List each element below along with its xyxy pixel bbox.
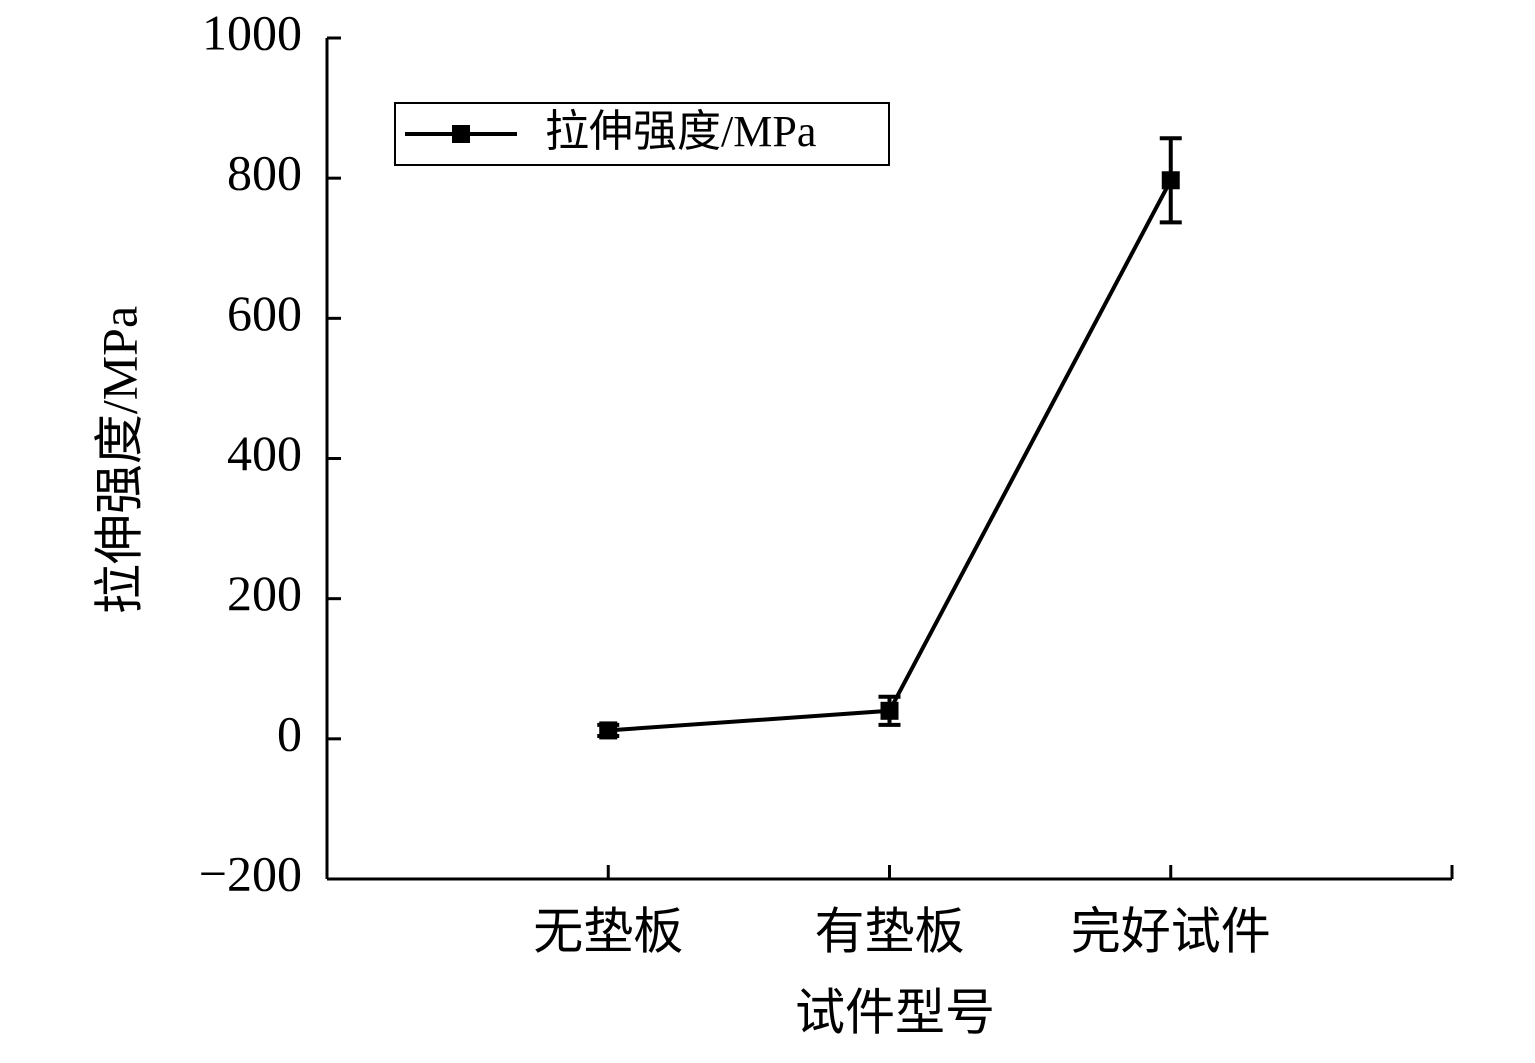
x-tick-label: 完好试件 — [1071, 903, 1271, 959]
marker — [1161, 171, 1180, 190]
legend-label: 拉伸强度/MPa — [545, 107, 816, 156]
x-axis-label: 试件型号 — [795, 984, 995, 1040]
y-tick-label: 200 — [227, 565, 302, 621]
y-tick-label: 600 — [227, 285, 302, 341]
y-axis-label: 拉伸强度/MPa — [91, 306, 147, 614]
y-tick-label: 800 — [227, 145, 302, 201]
y-tick-label: 400 — [227, 425, 302, 481]
x-tick-label: 有垫板 — [815, 903, 965, 959]
y-tick-label: 1000 — [202, 4, 302, 60]
line — [608, 179, 1173, 733]
legend-marker — [452, 125, 470, 143]
y-tick-label: 0 — [277, 705, 302, 761]
marker — [880, 701, 899, 720]
y-tick-label: −200 — [199, 845, 302, 901]
x-tick-label: 无垫板 — [533, 903, 683, 959]
legend-box — [394, 102, 890, 166]
marker — [599, 721, 618, 740]
